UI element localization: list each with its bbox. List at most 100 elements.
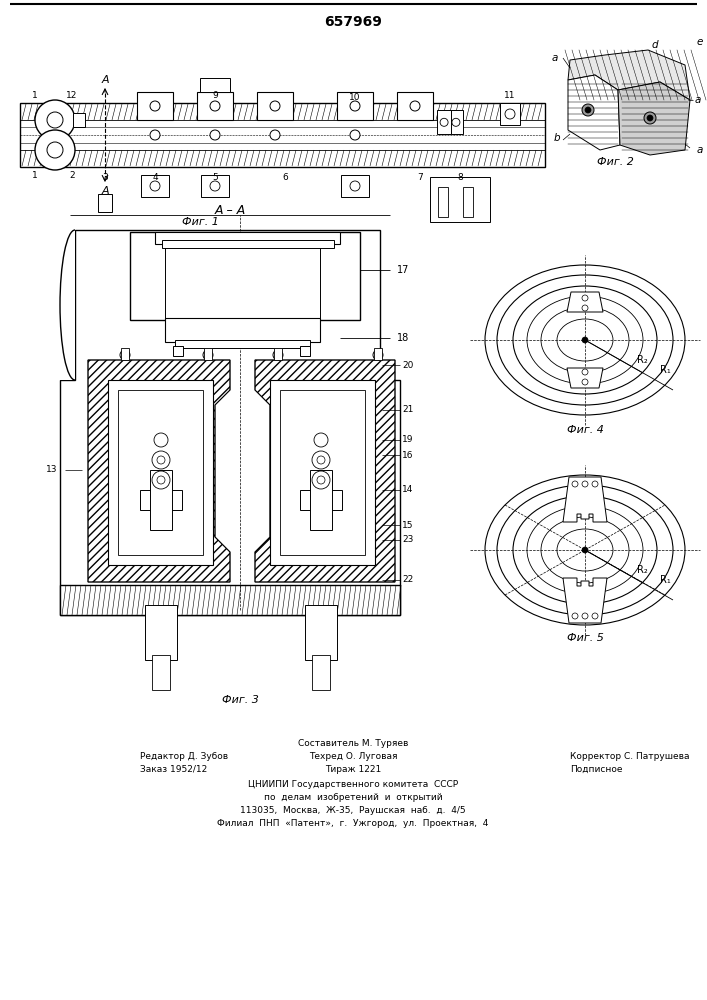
Text: Корректор С. Патрушева: Корректор С. Патрушева bbox=[570, 752, 689, 761]
Bar bbox=[108, 380, 213, 565]
Text: 17: 17 bbox=[397, 265, 409, 275]
Circle shape bbox=[152, 451, 170, 469]
Text: 1: 1 bbox=[32, 91, 38, 100]
Circle shape bbox=[273, 350, 283, 360]
Circle shape bbox=[157, 476, 165, 484]
Text: A: A bbox=[101, 186, 109, 196]
Circle shape bbox=[410, 101, 420, 111]
Text: Фиг. 4: Фиг. 4 bbox=[566, 425, 604, 435]
Bar bbox=[197, 92, 233, 120]
Circle shape bbox=[317, 476, 325, 484]
Text: А – А: А – А bbox=[214, 204, 245, 217]
Bar bbox=[204, 348, 212, 360]
Circle shape bbox=[150, 101, 160, 111]
Bar bbox=[300, 346, 310, 356]
Circle shape bbox=[35, 130, 75, 170]
Bar bbox=[280, 390, 365, 555]
Bar bbox=[200, 78, 230, 92]
Circle shape bbox=[35, 100, 75, 140]
Bar bbox=[98, 194, 112, 212]
Circle shape bbox=[582, 379, 588, 385]
Bar bbox=[430, 177, 490, 222]
Polygon shape bbox=[568, 50, 690, 100]
Text: 23: 23 bbox=[402, 536, 414, 544]
Circle shape bbox=[270, 101, 280, 111]
Polygon shape bbox=[563, 477, 607, 522]
Circle shape bbox=[582, 104, 594, 116]
Bar bbox=[165, 318, 320, 342]
Bar bbox=[175, 340, 310, 348]
Text: 7: 7 bbox=[417, 172, 423, 182]
Text: Составитель М. Туряев: Составитель М. Туряев bbox=[298, 739, 408, 748]
Polygon shape bbox=[567, 368, 603, 388]
Text: 6: 6 bbox=[282, 172, 288, 182]
Text: 657969: 657969 bbox=[324, 15, 382, 29]
Text: 2: 2 bbox=[69, 170, 75, 180]
Bar bbox=[162, 240, 334, 248]
Text: Заказ 1952/12: Заказ 1952/12 bbox=[140, 765, 207, 774]
Circle shape bbox=[210, 101, 220, 111]
Text: R₂: R₂ bbox=[637, 565, 648, 575]
Bar bbox=[274, 348, 282, 360]
Circle shape bbox=[350, 130, 360, 140]
Text: a: a bbox=[697, 145, 703, 155]
Bar bbox=[137, 92, 173, 120]
Bar bbox=[155, 232, 340, 244]
Bar bbox=[165, 245, 320, 320]
Circle shape bbox=[350, 101, 360, 111]
Text: A: A bbox=[101, 75, 109, 85]
Polygon shape bbox=[88, 360, 230, 582]
Circle shape bbox=[154, 433, 168, 447]
Text: 19: 19 bbox=[402, 436, 414, 444]
Polygon shape bbox=[618, 82, 690, 155]
Text: 16: 16 bbox=[402, 450, 414, 460]
Circle shape bbox=[317, 456, 325, 464]
Text: 10: 10 bbox=[349, 93, 361, 102]
Circle shape bbox=[312, 451, 330, 469]
Bar bbox=[463, 187, 473, 217]
Text: 14: 14 bbox=[402, 486, 414, 494]
Text: 8: 8 bbox=[457, 172, 463, 182]
Bar bbox=[118, 390, 203, 555]
Circle shape bbox=[157, 456, 165, 464]
Circle shape bbox=[585, 107, 591, 113]
Circle shape bbox=[452, 118, 460, 126]
Text: 3: 3 bbox=[102, 172, 108, 182]
Bar bbox=[312, 655, 330, 690]
Text: по  делам  изобретений  и  открытий: по делам изобретений и открытий bbox=[264, 793, 443, 802]
Bar bbox=[257, 92, 293, 120]
Bar bbox=[145, 605, 177, 660]
Bar bbox=[73, 113, 85, 127]
Text: Филиал  ПНП  «Патент»,  г.  Ужгород,  ул.  Проектная,  4: Филиал ПНП «Патент», г. Ужгород, ул. Про… bbox=[217, 819, 489, 828]
Circle shape bbox=[270, 130, 280, 140]
Circle shape bbox=[203, 350, 213, 360]
Circle shape bbox=[644, 112, 656, 124]
Text: 113035,  Москва,  Ж-35,  Раушская  наб.  д.  4/5: 113035, Москва, Ж-35, Раушская наб. д. 4… bbox=[240, 806, 466, 815]
Bar bbox=[374, 348, 382, 360]
Text: d: d bbox=[652, 40, 658, 50]
Circle shape bbox=[440, 118, 448, 126]
Polygon shape bbox=[255, 360, 395, 582]
Text: 20: 20 bbox=[402, 360, 414, 369]
Text: 5: 5 bbox=[212, 172, 218, 182]
Polygon shape bbox=[60, 230, 400, 615]
Text: R₂: R₂ bbox=[637, 355, 648, 365]
Circle shape bbox=[150, 130, 160, 140]
Text: 21: 21 bbox=[402, 406, 414, 414]
Text: 22: 22 bbox=[402, 576, 414, 584]
Bar bbox=[397, 92, 433, 120]
Text: Фиг. 2: Фиг. 2 bbox=[597, 157, 633, 167]
Polygon shape bbox=[567, 292, 603, 312]
Bar bbox=[341, 175, 369, 197]
Bar bbox=[437, 110, 451, 134]
Text: a: a bbox=[551, 53, 558, 63]
Text: e: e bbox=[697, 37, 703, 47]
Text: 15: 15 bbox=[402, 520, 414, 530]
Text: b: b bbox=[554, 133, 560, 143]
Bar bbox=[121, 348, 129, 360]
Text: 13: 13 bbox=[45, 466, 57, 475]
Circle shape bbox=[582, 305, 588, 311]
Bar bbox=[173, 346, 183, 356]
Text: Подписное: Подписное bbox=[570, 765, 622, 774]
Text: a: a bbox=[695, 95, 701, 105]
